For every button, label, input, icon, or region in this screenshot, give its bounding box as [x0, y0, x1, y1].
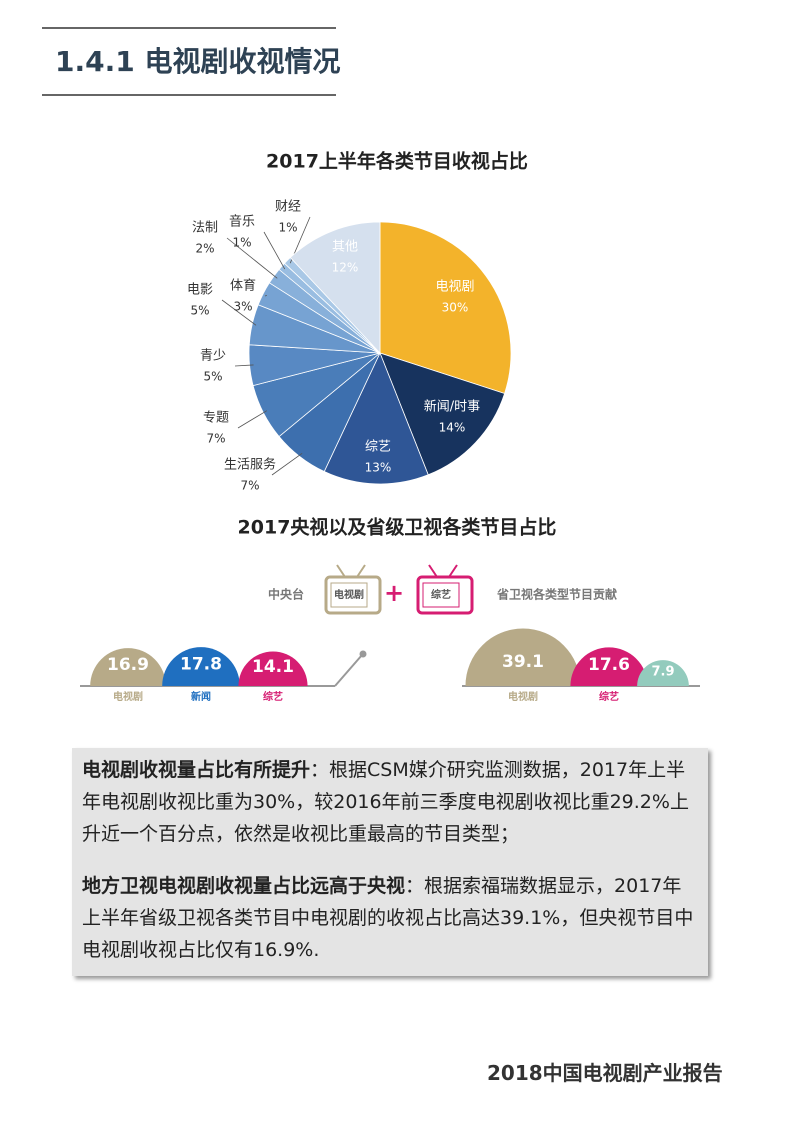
value-label: 14.1 [252, 657, 294, 677]
slice-value: 30% [442, 301, 469, 315]
decor-dot [359, 650, 367, 658]
slice-value: 7% [206, 432, 225, 446]
leader-line [237, 410, 268, 429]
slice-label: 综艺 [365, 440, 391, 455]
category-label: 电视剧 [508, 690, 538, 703]
semicircle [162, 647, 240, 686]
value-label: 39.1 [502, 652, 544, 672]
lead: 地方卫视电视剧收视量占比远高于央视 [82, 875, 406, 897]
pie-slice [289, 221, 381, 355]
semicircle [637, 660, 689, 686]
section-title: 1.4.1 电视剧收视情况 [55, 45, 340, 78]
semicircle [465, 628, 581, 686]
semicircle [570, 647, 648, 686]
slice-value: 12% [332, 261, 359, 275]
charts: 1.4.1 电视剧收视情况 2017上半年各类节目收视占比 2017央视以及省级… [42, 27, 700, 703]
leader-line [226, 237, 278, 279]
semicircle [238, 651, 308, 686]
leader-line [263, 231, 286, 270]
slice-value: 5% [203, 370, 222, 384]
slice-label: 财经 [275, 200, 301, 215]
icon-label: 电视剧 [334, 588, 364, 601]
category-label: 新闻 [191, 690, 211, 703]
pie-slice [379, 221, 512, 394]
semicircle [90, 648, 166, 686]
leader-line [271, 453, 303, 476]
icon-label: 综艺 [431, 588, 451, 601]
slice-label: 生活服务 [224, 457, 276, 473]
slice-value: 5% [190, 304, 209, 318]
chart-title: 2017央视以及省级卫视各类节目占比 [238, 516, 557, 539]
slice-value: 3% [233, 300, 252, 314]
group-title: 省卫视各类型节目贡献 [496, 587, 617, 602]
plus: + [384, 579, 404, 607]
paragraph: 电视剧收视量占比有所提升：根据CSM媒介研究监测数据，2017年上半年电视剧收视… [82, 754, 694, 850]
body-text: ：根据CSM媒介研究监测数据，2017年上半年电视剧收视比重为30%，较2016… [82, 759, 689, 845]
slice-label: 体育 [230, 278, 256, 294]
slice-value: 1% [278, 221, 297, 235]
category-label: 综艺 [263, 690, 283, 703]
slice-label: 音乐 [229, 214, 255, 230]
value-label: 17.6 [588, 655, 630, 675]
slice-label: 电视剧 [435, 280, 474, 295]
category-label: 综艺 [599, 690, 619, 703]
tv-icon: 电视剧 [324, 564, 382, 615]
lead: 电视剧收视量占比有所提升 [82, 759, 311, 781]
slice-label: 电影 [187, 283, 213, 298]
value-label: 17.8 [180, 655, 222, 675]
category-label: 电视剧 [113, 690, 143, 703]
slice-label: 青少 [200, 349, 226, 364]
slice-value: 2% [195, 242, 214, 256]
decor-line [334, 654, 363, 687]
tv-icon: 综艺 [416, 564, 474, 615]
leader-line [264, 294, 267, 297]
slice-value: 14% [439, 421, 466, 435]
leader-line [234, 364, 254, 367]
slice-value: 1% [232, 236, 251, 250]
slice-value: 13% [365, 461, 392, 475]
slice-value: 7% [240, 479, 259, 493]
pie-slice [323, 351, 429, 485]
slice-label: 专题 [203, 411, 229, 426]
body-text: ：根据索福瑞数据显示，2017年上半年省级卫视各类节目中电视剧的收视占比高达39… [82, 875, 694, 961]
text-box: 电视剧收视量占比有所提升：根据CSM媒介研究监测数据，2017年上半年电视剧收视… [72, 748, 708, 976]
slice-label: 其他 [332, 240, 358, 255]
group-title: 中央台 [268, 587, 304, 602]
footer: 2018中国电视剧产业报告 [487, 1061, 723, 1085]
slice-label: 法制 [192, 221, 218, 236]
paragraph: 地方卫视电视剧收视量占比远高于央视：根据索福瑞数据显示，2017年上半年省级卫视… [82, 870, 694, 966]
slice-label: 新闻/时事 [424, 399, 480, 415]
value-label: 16.9 [107, 655, 149, 675]
leader-line [221, 299, 257, 326]
pie-slice [379, 352, 506, 476]
value-label: 7.9 [651, 664, 674, 679]
chart-title: 2017上半年各类节目收视占比 [266, 150, 528, 173]
